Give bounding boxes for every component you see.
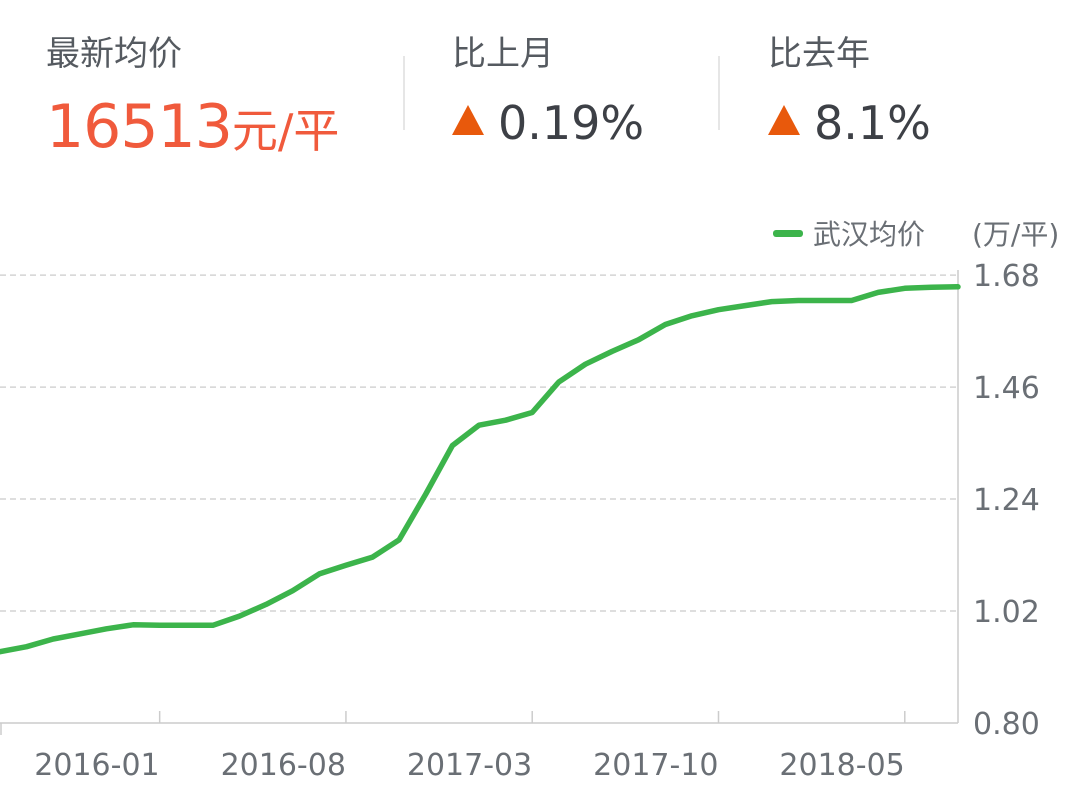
month-change-label: 比上月 bbox=[452, 34, 554, 74]
data-point[interactable] bbox=[211, 623, 215, 627]
data-point[interactable] bbox=[956, 285, 960, 289]
data-point[interactable] bbox=[743, 304, 747, 308]
year-change-value: 8.1% bbox=[768, 96, 931, 150]
data-point[interactable] bbox=[929, 285, 933, 289]
data-point[interactable] bbox=[397, 538, 401, 542]
month-change-value: 0.19% bbox=[452, 96, 644, 150]
arrow-up-icon bbox=[452, 105, 484, 135]
unit-label: (万/平) bbox=[972, 218, 1059, 251]
series-line-wuhan bbox=[0, 284, 961, 655]
chart-axes: 0.80 1.02 1.24 1.46 1.68 2016-01 2016-08 2017-0… bbox=[0, 259, 1040, 783]
avg-price-number: 16513 bbox=[46, 92, 233, 162]
data-point[interactable] bbox=[424, 492, 428, 496]
avg-price-unit: 元/平 bbox=[231, 104, 340, 158]
data-point[interactable] bbox=[78, 632, 82, 636]
avg-price-label: 最新均价 bbox=[46, 34, 182, 74]
data-point[interactable] bbox=[371, 555, 375, 559]
data-point[interactable] bbox=[184, 623, 188, 627]
year-change-label: 比去年 bbox=[768, 34, 870, 74]
arrow-up-icon bbox=[768, 105, 800, 135]
year-change-number: 8.1% bbox=[814, 96, 931, 150]
y-tick-label: 1.68 bbox=[973, 259, 1040, 294]
data-point[interactable] bbox=[903, 286, 907, 290]
legend-swatch bbox=[773, 230, 803, 237]
data-point[interactable] bbox=[530, 411, 534, 415]
x-tick-label: 2016-08 bbox=[221, 748, 346, 783]
x-tick-label: 2018-05 bbox=[779, 748, 904, 783]
data-point[interactable] bbox=[770, 300, 774, 304]
chart-legend[interactable]: 武汉均价 bbox=[773, 218, 925, 251]
data-point[interactable] bbox=[583, 362, 587, 366]
data-point[interactable] bbox=[25, 645, 29, 649]
chart-gridlines bbox=[0, 274, 958, 612]
chart-series bbox=[0, 284, 961, 655]
data-point[interactable] bbox=[690, 314, 694, 318]
data-point[interactable] bbox=[158, 623, 162, 627]
data-point[interactable] bbox=[823, 299, 827, 303]
data-point[interactable] bbox=[876, 290, 880, 294]
data-point[interactable] bbox=[477, 423, 481, 427]
x-tick-label: 2017-10 bbox=[593, 748, 718, 783]
data-point[interactable] bbox=[131, 623, 135, 627]
data-point[interactable] bbox=[637, 338, 641, 342]
data-point[interactable] bbox=[317, 572, 321, 576]
data-point[interactable] bbox=[717, 308, 721, 312]
y-tick-label: 0.80 bbox=[973, 707, 1040, 742]
data-point[interactable] bbox=[796, 299, 800, 303]
data-point[interactable] bbox=[663, 322, 667, 326]
data-point[interactable] bbox=[51, 637, 55, 641]
y-tick-label: 1.24 bbox=[973, 483, 1040, 518]
data-point[interactable] bbox=[850, 299, 854, 303]
stat-divider bbox=[403, 56, 405, 130]
x-tick-label: 2017-03 bbox=[407, 748, 532, 783]
legend-series-label: 武汉均价 bbox=[813, 218, 925, 251]
x-tick-label: 2016-01 bbox=[34, 748, 159, 783]
data-point[interactable] bbox=[104, 627, 108, 631]
data-point[interactable] bbox=[264, 602, 268, 606]
data-point[interactable] bbox=[344, 563, 348, 567]
avg-price-value: 16513元/平 bbox=[46, 92, 339, 162]
data-point[interactable] bbox=[291, 589, 295, 593]
data-point[interactable] bbox=[450, 444, 454, 448]
stat-divider bbox=[718, 56, 720, 130]
data-point[interactable] bbox=[238, 614, 242, 618]
y-tick-label: 1.02 bbox=[973, 595, 1040, 630]
data-point[interactable] bbox=[610, 349, 614, 353]
y-tick-label: 1.46 bbox=[973, 371, 1040, 406]
month-change-number: 0.19% bbox=[498, 96, 645, 150]
data-point[interactable] bbox=[504, 418, 508, 422]
data-point[interactable] bbox=[557, 380, 561, 384]
